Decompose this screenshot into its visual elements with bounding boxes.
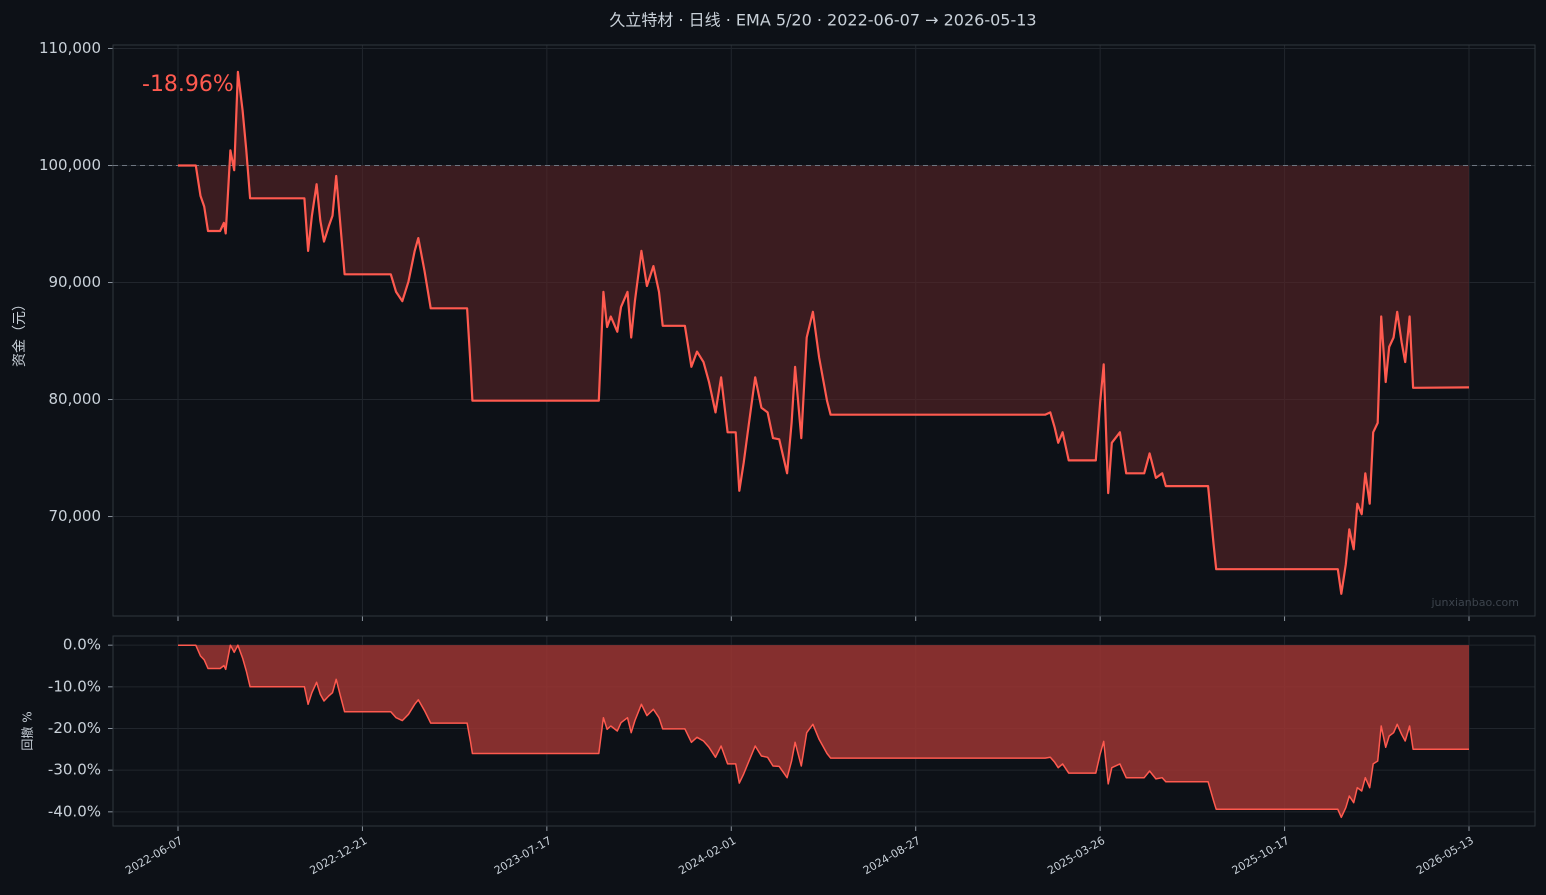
y-tick-label: 0.0% [63, 636, 101, 654]
y-axis-label: 资金（元） [12, 297, 28, 367]
return-annotation: -18.96% [142, 72, 234, 97]
y-tick-label: 70,000 [49, 507, 102, 525]
y-tick-label: -20.0% [48, 719, 101, 737]
drawdown-line [178, 644, 1469, 819]
y-tick-label: 110,000 [39, 39, 101, 57]
plot-frame [112, 635, 1536, 827]
plot-frame [112, 44, 1536, 617]
y-tick-label: 90,000 [49, 273, 102, 291]
y-tick-label: -30.0% [48, 761, 101, 779]
y-axis-label: 回撤 % [20, 711, 35, 750]
y-tick-label: 100,000 [39, 156, 101, 174]
y-tick-label: 80,000 [49, 390, 102, 408]
y-tick-label: -40.0% [48, 802, 101, 820]
equity-line [178, 70, 1470, 595]
y-tick-label: -10.0% [48, 677, 101, 695]
watermark: junxianbao.com [1430, 596, 1519, 609]
chart-title: 久立特材 · 日线 · EMA 5/20 · 2022-06-07 → 2026… [609, 11, 1036, 30]
